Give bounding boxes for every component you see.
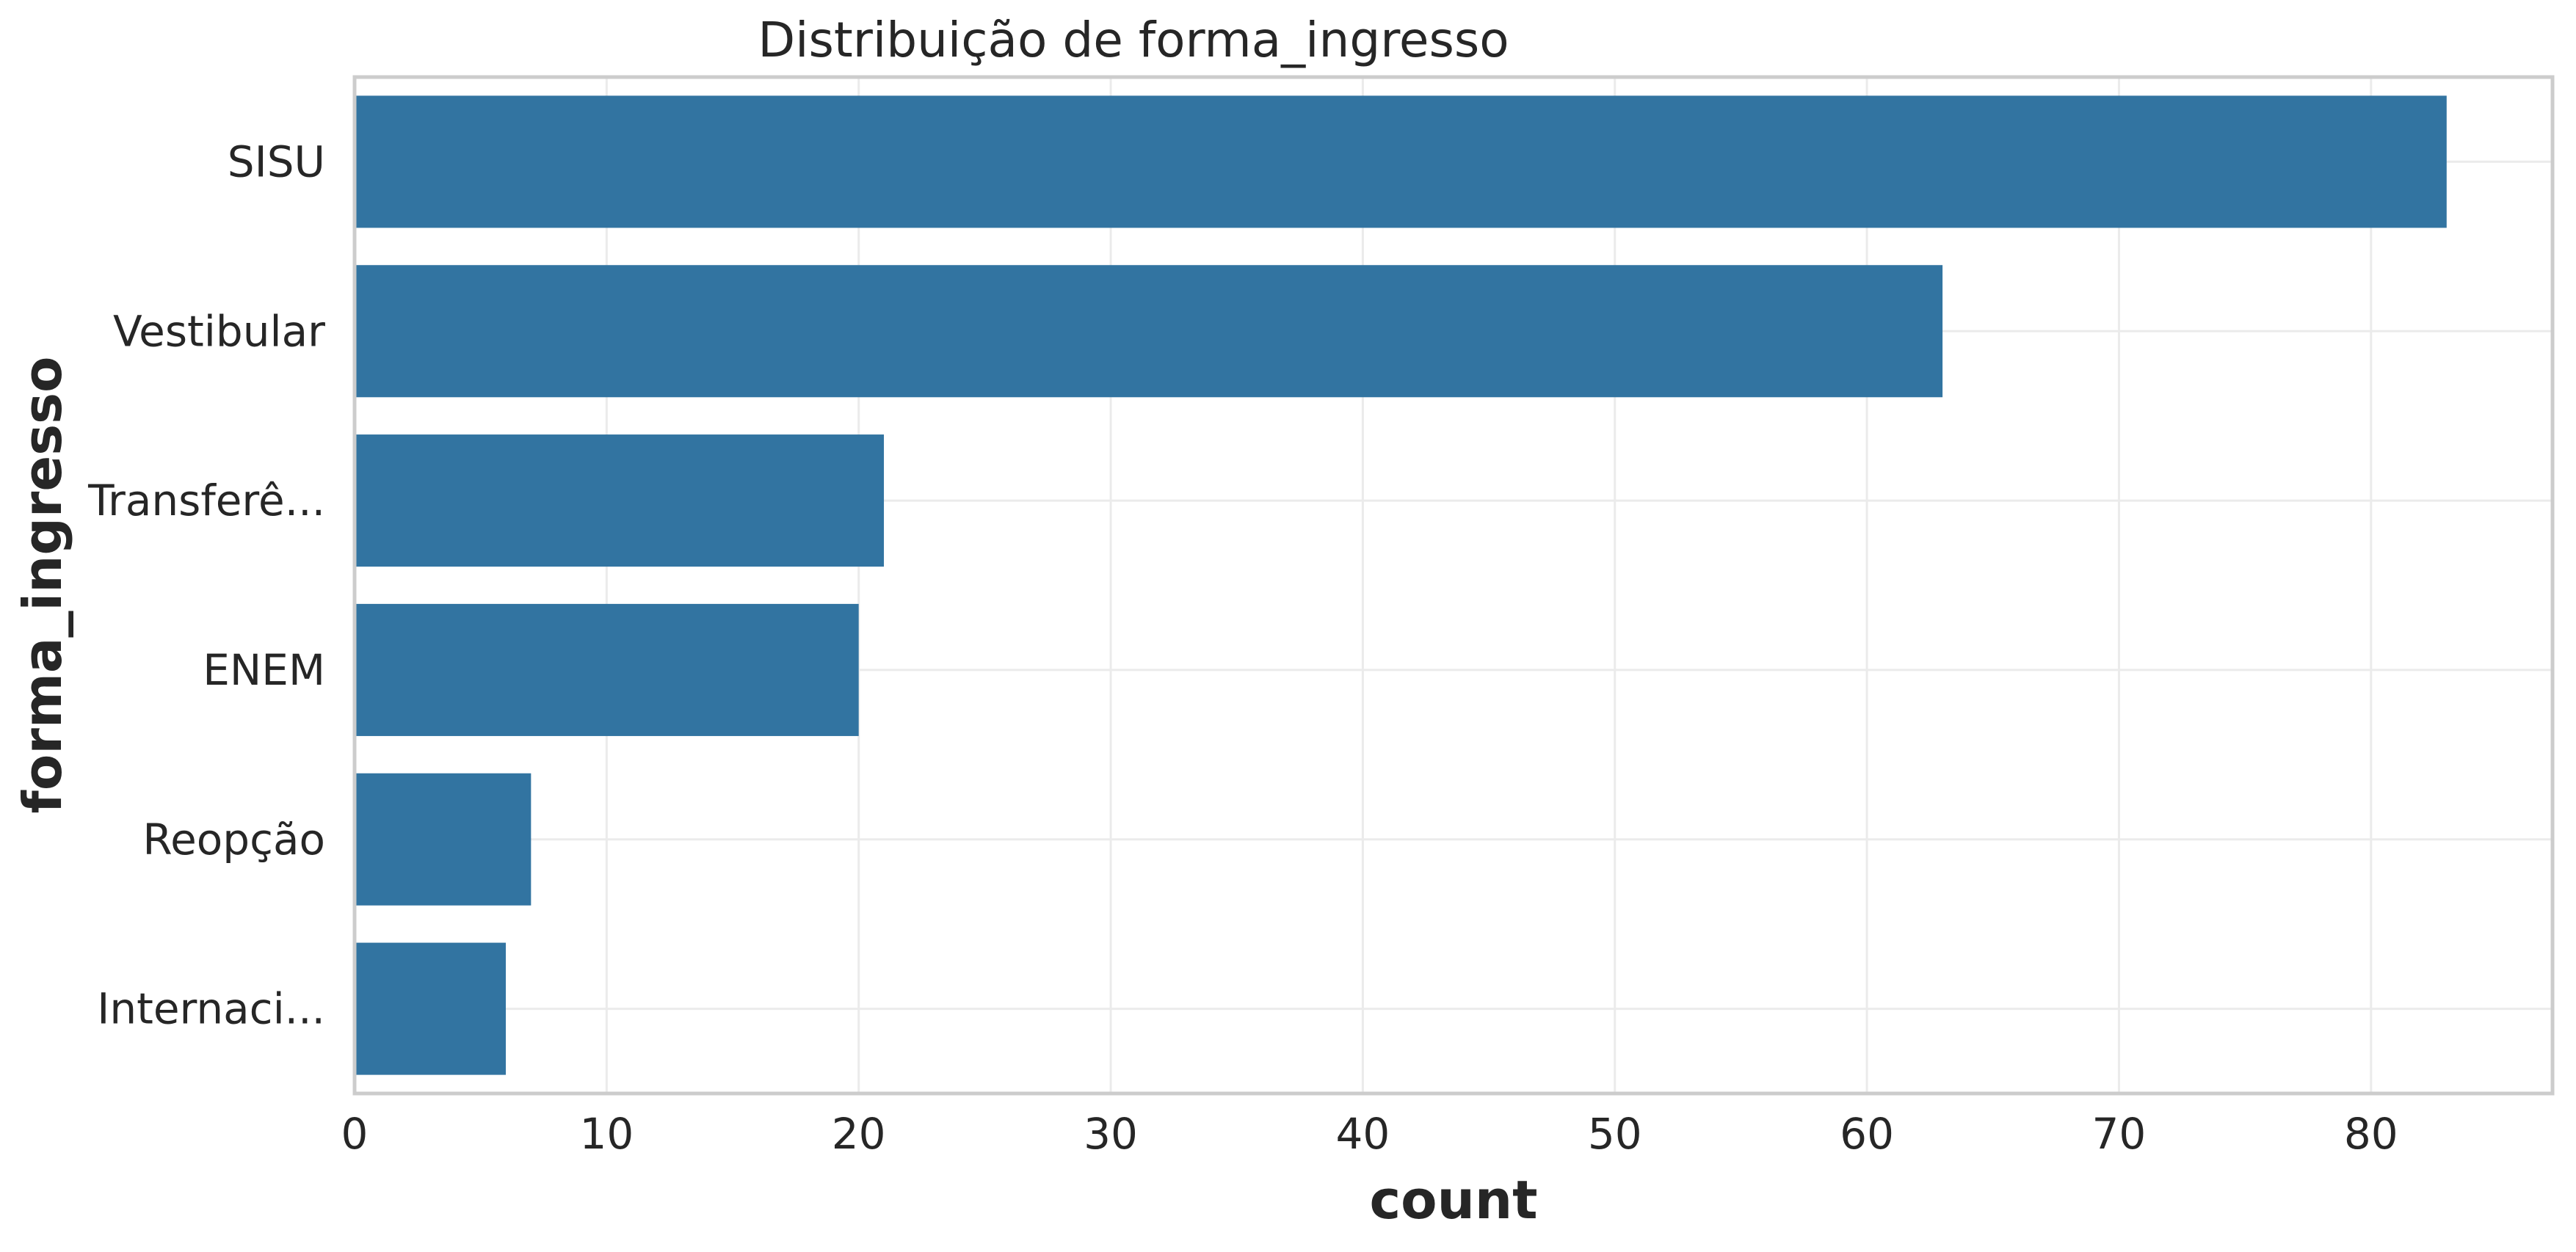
- x-tick-label: 10: [579, 1109, 634, 1159]
- bar: [355, 942, 507, 1075]
- bar: [355, 773, 531, 906]
- x-tick-labels: 0 10 20 30 40 50 60 70 80: [341, 1109, 2398, 1159]
- bar: [355, 603, 859, 736]
- x-tick-label: 60: [1840, 1109, 1894, 1159]
- bars: [355, 95, 2447, 1075]
- y-tick-label: Vestibular: [113, 306, 325, 356]
- x-tick-label: 0: [341, 1109, 369, 1159]
- x-tick-label: 20: [832, 1109, 886, 1159]
- y-tick-label: Transferê...: [87, 476, 325, 525]
- bar: [355, 265, 1943, 398]
- bar: [355, 95, 2447, 228]
- y-tick-label: Reopção: [142, 815, 325, 865]
- x-tick-label: 80: [2344, 1109, 2398, 1159]
- x-tick-label: 70: [2092, 1109, 2147, 1159]
- x-tick-label: 40: [1335, 1109, 1390, 1159]
- x-tick-label: 30: [1084, 1109, 1138, 1159]
- chart-title: Distribuição de forma_ingresso: [758, 12, 1509, 68]
- y-tick-label: Internaci...: [97, 984, 325, 1034]
- y-tick-label: ENEM: [203, 645, 325, 695]
- plot-frame: [352, 75, 2555, 1096]
- y-axis-label: forma_ingresso: [12, 357, 73, 814]
- y-tick-label: SISU: [228, 137, 325, 186]
- grid: [353, 77, 2553, 1093]
- bar: [355, 434, 885, 567]
- x-axis-label: count: [1369, 1169, 1537, 1231]
- x-tick-label: 50: [1588, 1109, 1642, 1159]
- y-tick-labels: SISU Vestibular Transferê... ENEM Reopção Int…: [87, 137, 325, 1033]
